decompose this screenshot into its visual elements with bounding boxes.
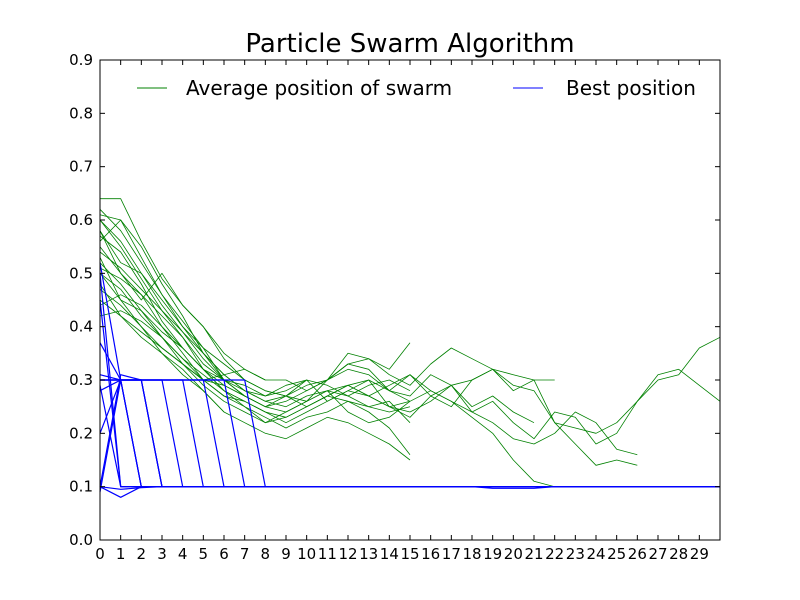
average-position-line-13 [99, 251, 411, 413]
x-tick-label-15: 15 [400, 545, 419, 563]
y-axis: 0.0 0.1 0.2 0.3 0.4 0.5 0.6 0.7 0.8 0.9 [69, 51, 720, 549]
y-tick-label-3: 0.3 [69, 371, 93, 389]
x-tick-label-17: 17 [442, 545, 461, 563]
x-tick-label-19: 19 [483, 545, 502, 563]
x-tick-label-20: 20 [504, 545, 523, 563]
y-tick-label-1: 0.1 [69, 478, 93, 496]
x-tick-label-12: 12 [338, 545, 357, 563]
x-tick-label-21: 21 [524, 545, 543, 563]
y-tick-label-5: 0.5 [69, 264, 93, 282]
average-position-line-20 [99, 219, 307, 397]
average-position-line-15 [99, 273, 266, 381]
y-tick-label-8: 0.8 [69, 104, 93, 122]
legend: Average position of swarm Best position [137, 76, 696, 100]
legend-label-average: Average position of swarm [186, 76, 452, 100]
y-tick-label-0: 0.0 [69, 531, 93, 549]
average-position-line-19 [99, 283, 225, 413]
x-tick-label-3: 3 [157, 545, 167, 563]
x-tick-label-24: 24 [586, 545, 605, 563]
y-tick-label-7: 0.7 [69, 158, 93, 176]
x-tick-label-13: 13 [359, 545, 378, 563]
x-tick-label-18: 18 [462, 545, 481, 563]
x-tick-label-8: 8 [261, 545, 271, 563]
x-tick-label-27: 27 [648, 545, 667, 563]
x-tick-label-4: 4 [178, 545, 188, 563]
x-tick-label-25: 25 [607, 545, 626, 563]
x-tick-label-16: 16 [421, 545, 440, 563]
x-tick-label-7: 7 [240, 545, 250, 563]
x-axis: 0 1 2 3 4 5 6 7 8 9 10 11 12 13 14 15 16 17 18 19 20 21 22 23 24… [95, 60, 709, 563]
x-tick-label-22: 22 [545, 545, 564, 563]
x-tick-label-1: 1 [116, 545, 126, 563]
average-position-line-5 [99, 219, 411, 455]
x-tick-label-11: 11 [318, 545, 337, 563]
x-tick-label-5: 5 [199, 545, 209, 563]
best-position-line-36 [99, 374, 720, 488]
x-tick-label-2: 2 [137, 545, 147, 563]
average-position-line-17 [99, 257, 245, 402]
x-tick-label-14: 14 [380, 545, 399, 563]
x-tick-label-6: 6 [219, 545, 229, 563]
y-tick-label-9: 0.9 [69, 51, 93, 69]
x-tick-label-0: 0 [95, 545, 105, 563]
average-position-line-4 [99, 262, 411, 424]
x-tick-label-9: 9 [281, 545, 291, 563]
average-position-line-10 [99, 267, 555, 402]
average-position-line-12 [99, 294, 411, 397]
chart-title: Particle Swarm Algorithm [245, 29, 574, 59]
x-tick-label-29: 29 [690, 545, 709, 563]
x-tick-label-26: 26 [628, 545, 647, 563]
x-tick-label-23: 23 [566, 545, 585, 563]
x-tick-label-28: 28 [669, 545, 688, 563]
plot-area [99, 59, 721, 541]
axes-background [100, 60, 720, 540]
x-tick-label-10: 10 [297, 545, 316, 563]
series-layer [99, 198, 721, 498]
average-position-line-16 [99, 310, 245, 397]
legend-label-best: Best position [566, 76, 696, 100]
y-tick-label-6: 0.6 [69, 211, 93, 229]
y-tick-label-2: 0.2 [69, 424, 93, 442]
y-tick-label-4: 0.4 [69, 318, 93, 336]
